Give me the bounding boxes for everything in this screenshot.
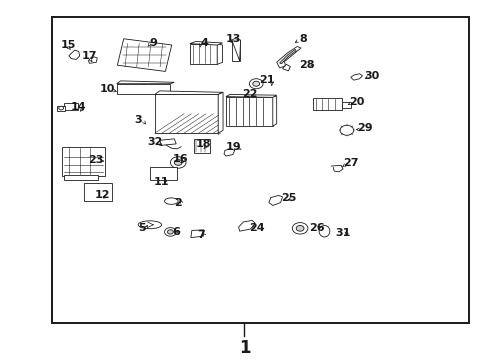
- Bar: [64, 175, 98, 180]
- Ellipse shape: [138, 221, 161, 229]
- Polygon shape: [190, 230, 203, 238]
- Polygon shape: [224, 149, 234, 156]
- Text: 23: 23: [88, 154, 104, 165]
- Circle shape: [292, 222, 307, 234]
- Text: 11: 11: [154, 177, 169, 187]
- Ellipse shape: [319, 225, 329, 237]
- Polygon shape: [238, 220, 255, 231]
- Bar: [155, 94, 218, 133]
- Polygon shape: [276, 46, 301, 68]
- Polygon shape: [231, 39, 240, 61]
- Bar: [117, 39, 171, 71]
- Bar: [62, 147, 105, 176]
- Text: 15: 15: [60, 40, 76, 50]
- Text: 30: 30: [364, 71, 379, 81]
- Bar: [193, 139, 210, 153]
- Text: 13: 13: [225, 33, 241, 44]
- Text: 10: 10: [99, 84, 115, 94]
- Polygon shape: [69, 50, 80, 59]
- Circle shape: [170, 157, 185, 168]
- Bar: [150, 167, 177, 180]
- Text: 31: 31: [335, 228, 350, 238]
- Text: 21: 21: [258, 75, 274, 85]
- Text: 8: 8: [299, 33, 306, 44]
- Bar: [312, 98, 341, 110]
- Bar: [117, 84, 170, 94]
- Text: 19: 19: [225, 142, 241, 152]
- Polygon shape: [155, 91, 223, 94]
- Circle shape: [296, 225, 304, 231]
- Polygon shape: [159, 139, 176, 145]
- Polygon shape: [218, 92, 223, 133]
- Text: 6: 6: [172, 227, 180, 237]
- Text: 28: 28: [299, 60, 314, 70]
- Circle shape: [59, 106, 63, 110]
- Text: 24: 24: [249, 222, 264, 233]
- Bar: [225, 96, 272, 126]
- Text: 18: 18: [195, 139, 210, 149]
- Circle shape: [339, 125, 353, 135]
- Polygon shape: [217, 44, 222, 64]
- Polygon shape: [88, 57, 97, 63]
- Polygon shape: [282, 64, 290, 71]
- Polygon shape: [117, 81, 174, 84]
- Text: 20: 20: [348, 96, 364, 107]
- Polygon shape: [350, 74, 362, 80]
- Text: 26: 26: [308, 222, 324, 233]
- Text: 1: 1: [238, 339, 250, 357]
- Text: 3: 3: [134, 114, 142, 125]
- Bar: [341, 102, 350, 108]
- Polygon shape: [279, 49, 296, 64]
- Text: 17: 17: [82, 51, 98, 61]
- Text: 7: 7: [197, 230, 205, 240]
- Text: 2: 2: [174, 198, 182, 208]
- Text: 27: 27: [343, 158, 358, 168]
- Text: 25: 25: [280, 193, 295, 203]
- Bar: [231, 40, 239, 61]
- Text: 16: 16: [172, 154, 187, 164]
- Text: 14: 14: [71, 102, 86, 112]
- Polygon shape: [272, 96, 276, 126]
- Text: 32: 32: [147, 137, 162, 147]
- Text: 12: 12: [94, 190, 110, 201]
- Circle shape: [252, 81, 259, 86]
- Text: 22: 22: [241, 89, 257, 99]
- Circle shape: [167, 230, 173, 234]
- Bar: [57, 106, 65, 111]
- Bar: [64, 103, 78, 109]
- Text: 4: 4: [200, 38, 208, 48]
- Polygon shape: [225, 94, 276, 97]
- Bar: [83, 183, 112, 201]
- Ellipse shape: [164, 198, 178, 204]
- Text: 5: 5: [138, 222, 145, 233]
- Circle shape: [174, 159, 182, 165]
- Circle shape: [164, 228, 176, 236]
- Polygon shape: [268, 195, 282, 206]
- Circle shape: [249, 79, 263, 89]
- Bar: [52, 17, 468, 323]
- Polygon shape: [189, 41, 222, 45]
- Text: 29: 29: [357, 123, 372, 133]
- Text: 9: 9: [149, 38, 158, 48]
- Bar: [189, 44, 217, 64]
